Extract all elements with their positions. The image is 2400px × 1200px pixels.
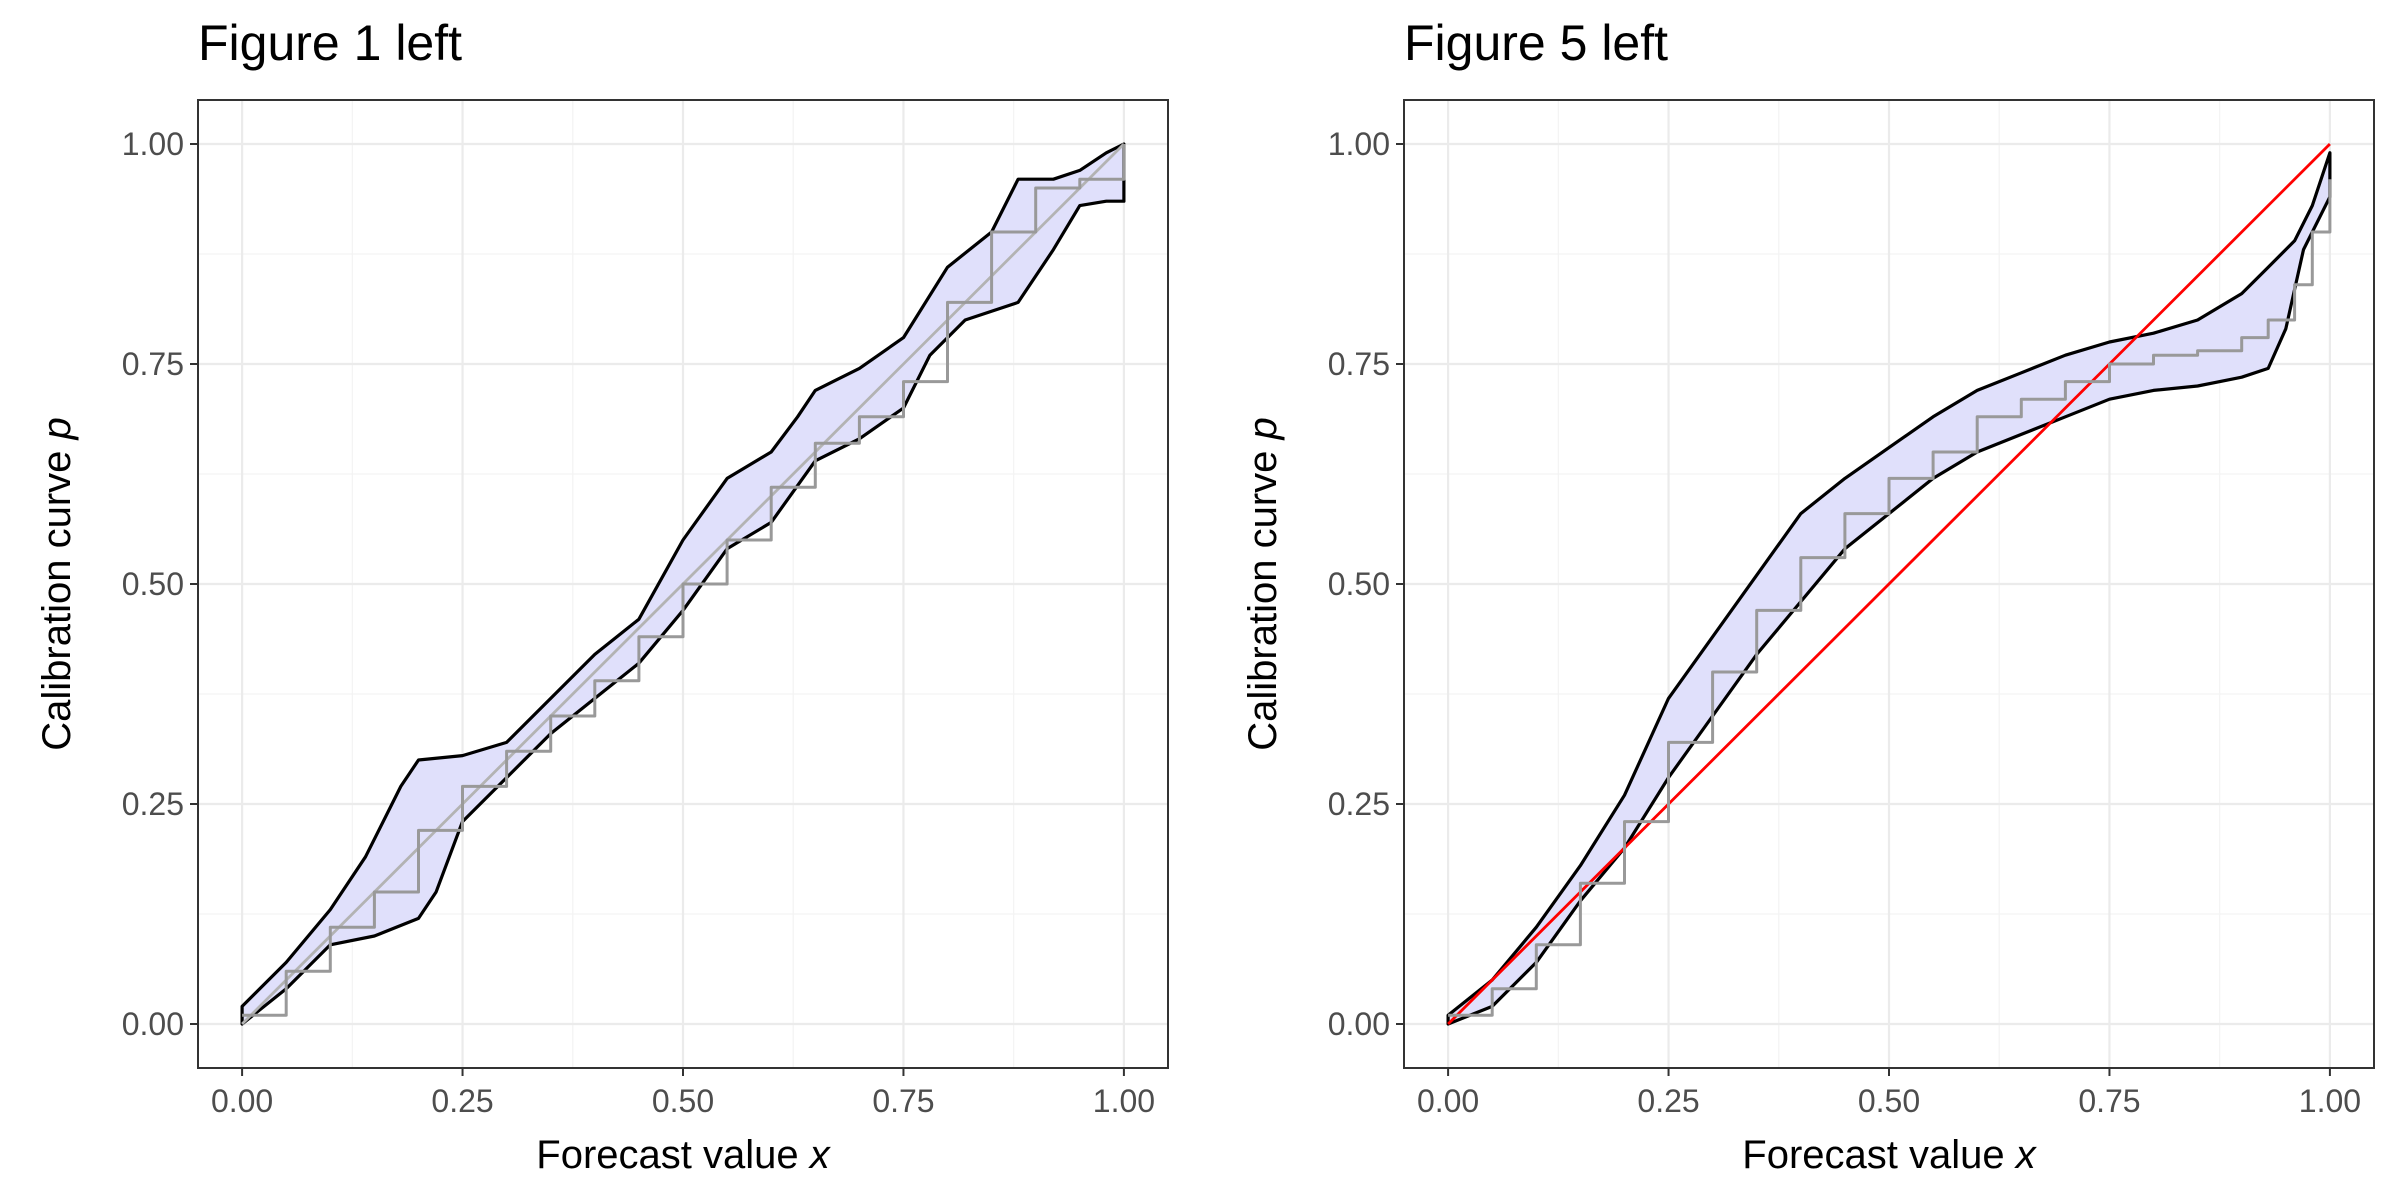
x-tick-label: 1.00 xyxy=(2299,1083,2361,1119)
y-tick-label: 0.25 xyxy=(1328,786,1390,822)
x-tick-label: 0.75 xyxy=(2078,1083,2140,1119)
y-tick-label: 1.00 xyxy=(1328,126,1390,162)
x-tick-label: 0.75 xyxy=(872,1083,934,1119)
y-tick-label: 0.75 xyxy=(1328,346,1390,382)
y-tick-label: 1.00 xyxy=(122,126,184,162)
x-tick-label: 0.00 xyxy=(211,1083,273,1119)
y-axis-title: Calibration curve p xyxy=(1241,417,1285,751)
x-tick-label: 0.50 xyxy=(652,1083,714,1119)
calibration-curve xyxy=(1448,179,2332,1017)
y-tick-label: 0.00 xyxy=(122,1006,184,1042)
y-axis-title: Calibration curve p xyxy=(35,417,79,751)
x-tick-label: 1.00 xyxy=(1093,1083,1155,1119)
x-axis-title: Forecast value x xyxy=(536,1133,831,1177)
y-tick-label: 0.75 xyxy=(122,346,184,382)
chart-title: Figure 1 left xyxy=(198,15,462,71)
y-tick-label: 0.00 xyxy=(1328,1006,1390,1042)
calibration-curve xyxy=(242,144,1126,1017)
x-axis-title: Forecast value x xyxy=(1742,1133,2037,1177)
x-tick-label: 0.50 xyxy=(1858,1083,1920,1119)
diagonal-reference-line xyxy=(1447,143,2331,1025)
x-tick-label: 0.25 xyxy=(431,1083,493,1119)
y-tick-label: 0.50 xyxy=(1328,566,1390,602)
chart-title: Figure 5 left xyxy=(1404,15,1668,71)
chart-panel-1: 0.00 0.25 0.50 0.75 1.00 0.00 0.25 0.50 0.75 1.00… xyxy=(35,15,1169,1177)
x-tick-label: 0.00 xyxy=(1417,1083,1479,1119)
y-tick-label: 0.25 xyxy=(122,786,184,822)
y-tick-label: 0.50 xyxy=(122,566,184,602)
x-tick-label: 0.25 xyxy=(1637,1083,1699,1119)
chart-panel-2: 0.00 0.25 0.50 0.75 1.00 0.00 0.25 0.50 0.75 1.00… xyxy=(1241,15,2375,1177)
